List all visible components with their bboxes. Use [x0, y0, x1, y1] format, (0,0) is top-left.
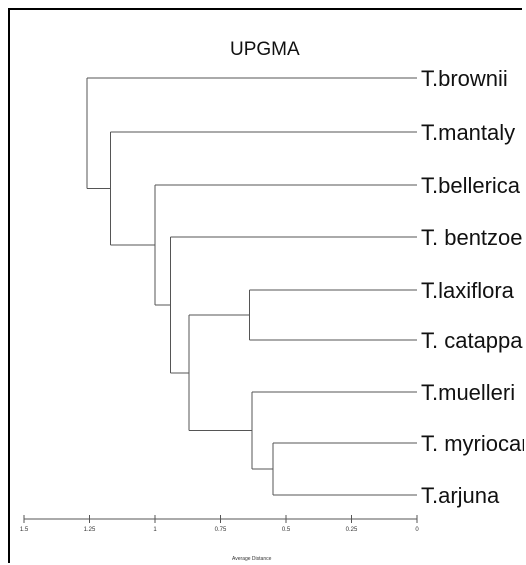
taxon-label: T. bentzoe: [421, 225, 523, 250]
chart-title: UPGMA: [230, 39, 300, 60]
taxon-label: T. myriocarpa: [421, 431, 524, 456]
dendrogram: UPGMA T.brownii T.mantaly T.bellerica T. be…: [20, 39, 524, 562]
distance-axis: 1.5 1.25 1 0.75 0.5 0.25 0: [20, 515, 419, 533]
axis-tick-label: 0.5: [282, 527, 291, 533]
taxon-label: T.mantaly: [421, 120, 515, 145]
taxon-labels: T.brownii T.mantaly T.bellerica T. bentzoe T…: [421, 66, 524, 508]
taxon-label: T.brownii: [421, 66, 508, 91]
dendrogram-branches: [86, 77, 417, 496]
axis-tick-label: 0.75: [215, 527, 227, 533]
axis-tick-label: 1: [153, 527, 157, 533]
plot-frame: UPGMA T.brownii T.mantaly T.bellerica T. be…: [8, 8, 524, 563]
taxon-label: T.bellerica: [421, 173, 521, 198]
axis-tick-label: 0: [415, 527, 419, 533]
taxon-label: T.muelleri: [421, 380, 515, 405]
axis-title: Average Distance: [232, 556, 272, 562]
axis-tick-label: 0.25: [346, 527, 358, 533]
taxon-label: T. catappa: [421, 328, 523, 353]
taxon-label: T.laxiflora: [421, 278, 515, 303]
axis-tick-label: 1.25: [84, 527, 96, 533]
taxon-label: T.arjuna: [421, 483, 500, 508]
axis-tick-label: 1.5: [20, 527, 29, 533]
